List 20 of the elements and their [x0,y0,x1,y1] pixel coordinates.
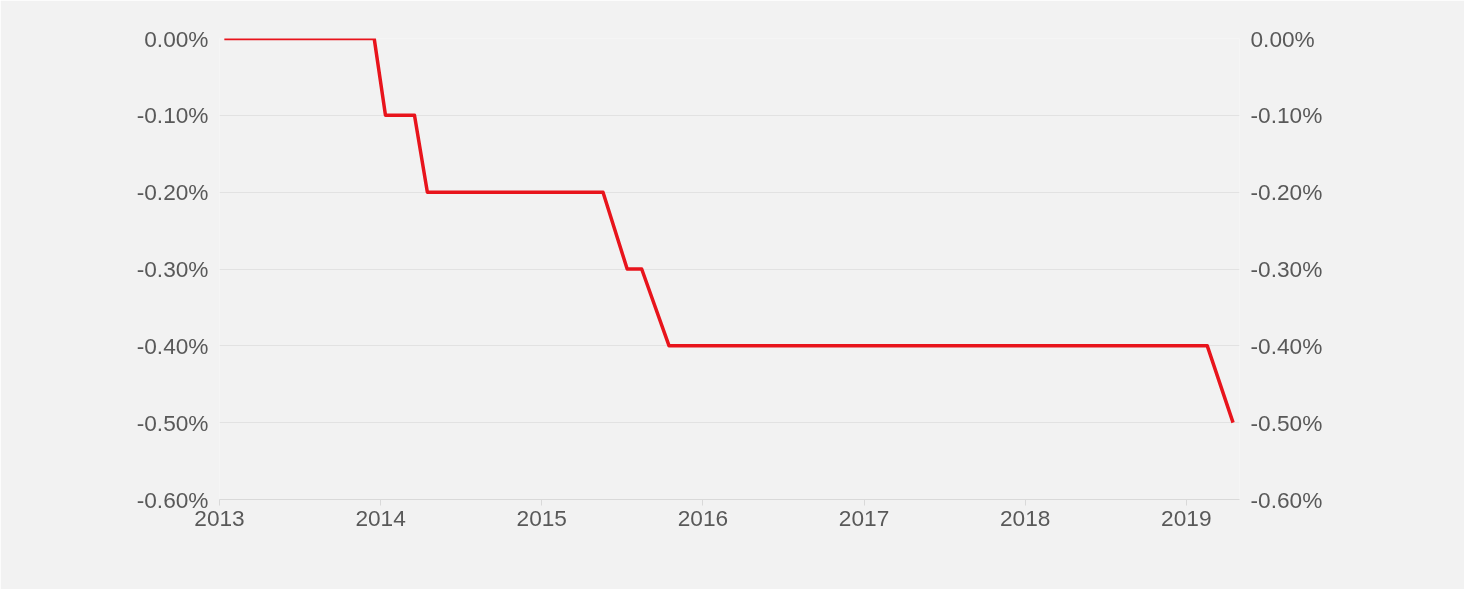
y-tick-label: -0.10% [136,102,209,129]
y2-tick-label: -0.60% [1250,486,1323,513]
y-tick-label: 0.00% [144,25,209,52]
y-tick-label: -0.50% [136,409,209,436]
y2-tick-label: -0.30% [1250,256,1323,282]
line-series [222,38,1235,425]
x-tick-label: 2016 [677,504,729,531]
y2-tick-label: 0.00% [1250,25,1315,52]
x-tick-label: 2014 [355,504,406,531]
y-tick-label: -0.30% [136,256,209,282]
y2-tick-label: -0.40% [1250,332,1323,359]
x-tick-label: 2018 [999,504,1051,531]
x-tick-label: 2015 [516,504,567,531]
y2-tick-label: -0.50% [1250,409,1323,436]
y-tick-label: -0.40% [136,332,209,359]
y-tick-label: -0.20% [136,179,209,206]
x-tick-label: 2019 [1161,504,1212,531]
x-tick-label: 2017 [838,504,890,531]
y2-tick-label: -0.10% [1250,102,1323,129]
y2-tick-label: -0.20% [1250,179,1323,206]
